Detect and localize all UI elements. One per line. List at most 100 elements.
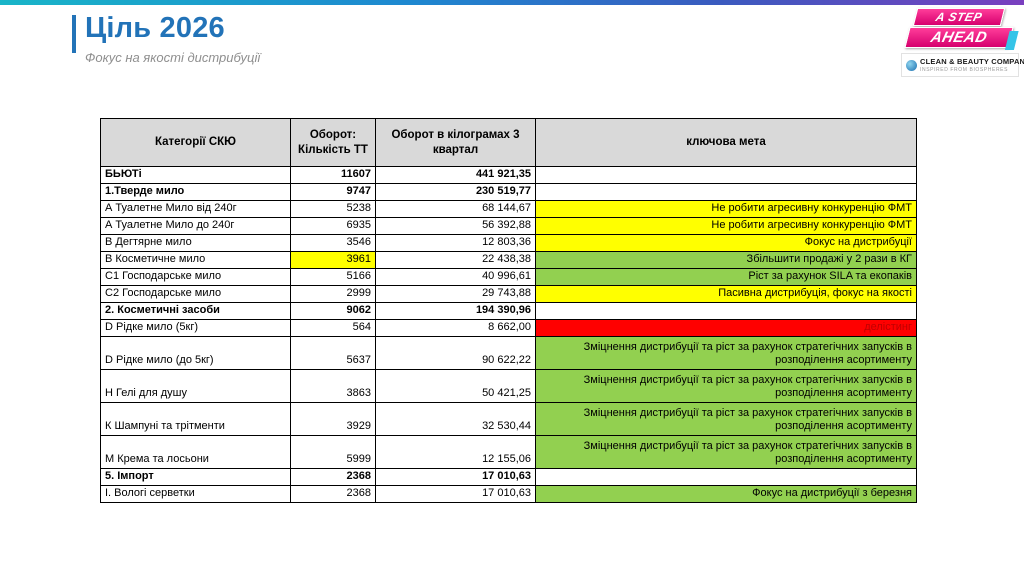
- goal-cell: [535, 302, 917, 320]
- goal-cell: Не робити агресивну конкуренцію ФМТ: [535, 217, 917, 235]
- category-cell: С2 Господарське мило: [100, 285, 291, 303]
- goal-cell: Зміцнення дистрибуції та ріст за рахунок…: [535, 336, 917, 370]
- tt-count-cell: 2368: [290, 485, 376, 503]
- goal-cell: [535, 183, 917, 201]
- company-emblem-icon: [906, 59, 917, 71]
- goal-cell: Пасивна дистрибуція, фокус на якості: [535, 285, 917, 303]
- kg-turnover-cell: 90 622,22: [375, 336, 536, 370]
- kg-turnover-cell: 56 392,88: [375, 217, 536, 235]
- tt-count-cell: 564: [290, 319, 376, 337]
- table-row: С1 Господарське мило 5166 40 996,61 Ріст…: [100, 268, 917, 286]
- goal-cell: Фокус на дистрибуції: [535, 234, 917, 252]
- table-row: 5. Імпорт 2368 17 010,63: [100, 468, 917, 486]
- category-cell: В Косметичне мило: [100, 251, 291, 269]
- tt-count-cell: 6935: [290, 217, 376, 235]
- tt-count-cell: 5166: [290, 268, 376, 286]
- table-header-row: Категорії СКЮ Оборот: Кількість ТТ Оборо…: [100, 118, 917, 167]
- tt-count-cell: 11607: [290, 166, 376, 184]
- logo-banner-top: A STEP: [912, 8, 1006, 26]
- category-cell: К Шампуні та трітменти: [100, 402, 291, 436]
- goal-cell: Збільшити продажі у 2 рази в КГ: [535, 251, 917, 269]
- category-cell: D Рідке мило (до 5кг): [100, 336, 291, 370]
- table-row: А Туалетне Мило від 240г 5238 68 144,67 …: [100, 200, 917, 218]
- tt-count-cell: 5999: [290, 435, 376, 469]
- table-row: І. Вологі серветки 2368 17 010,63 Фокус …: [100, 485, 917, 503]
- tt-count-cell: 2999: [290, 285, 376, 303]
- kg-turnover-cell: 17 010,63: [375, 485, 536, 503]
- header-category: Категорії СКЮ: [100, 118, 291, 167]
- company-card: CLEAN & BEAUTY COMPANY INSPIRED FROM BIO…: [901, 53, 1024, 77]
- table-row: С2 Господарське мило 2999 29 743,88 Паси…: [100, 285, 917, 303]
- table-row: 1.Тверде мило 9747 230 519,77: [100, 183, 917, 201]
- category-cell: І. Вологі серветки: [100, 485, 291, 503]
- logo-banner-bottom: AHEAD: [904, 27, 1014, 48]
- table-row: 2. Косметичні засоби 9062 194 390,96: [100, 302, 917, 320]
- company-logo: A STEP AHEAD CLEAN & BEAUTY COMPANY INSP…: [901, 8, 1024, 77]
- table-row: К Шампуні та трітменти 3929 32 530,44 Зм…: [100, 402, 917, 436]
- kg-turnover-cell: 12 155,06: [375, 435, 536, 469]
- kg-turnover-cell: 230 519,77: [375, 183, 536, 201]
- table-row: D Рідке мило (до 5кг) 5637 90 622,22 Змі…: [100, 336, 917, 370]
- kg-turnover-cell: 50 421,25: [375, 369, 536, 403]
- header-key-goal: ключова мета: [535, 118, 917, 167]
- kg-turnover-cell: 441 921,35: [375, 166, 536, 184]
- header-tt-count: Оборот: Кількість ТТ: [290, 118, 376, 167]
- company-name: CLEAN & BEAUTY COMPANY: [920, 57, 1024, 66]
- tt-count-cell: 2368: [290, 468, 376, 486]
- title-accent-bar: [72, 15, 76, 53]
- goal-cell: Зміцнення дистрибуції та ріст за рахунок…: [535, 402, 917, 436]
- kg-turnover-cell: 29 743,88: [375, 285, 536, 303]
- category-cell: В Дегтярне мило: [100, 234, 291, 252]
- category-cell: С1 Господарське мило: [100, 268, 291, 286]
- goal-cell: Фокус на дистрибуції з березня: [535, 485, 917, 503]
- category-cell: 5. Імпорт: [100, 468, 291, 486]
- goal-cell: Не робити агресивну конкуренцію ФМТ: [535, 200, 917, 218]
- page-subtitle: Фокус на якості дистрибуції: [85, 50, 261, 66]
- tt-count-cell: 5238: [290, 200, 376, 218]
- kg-turnover-cell: 32 530,44: [375, 402, 536, 436]
- targets-table: Категорії СКЮ Оборот: Кількість ТТ Оборо…: [100, 118, 917, 503]
- category-cell: БЬЮТі: [100, 166, 291, 184]
- slide-header: Ціль 2026 Фокус на якості дистрибуції: [72, 12, 260, 65]
- tt-count-cell: 3961: [290, 251, 376, 269]
- kg-turnover-cell: 12 803,36: [375, 234, 536, 252]
- goal-cell: Зміцнення дистрибуції та ріст за рахунок…: [535, 435, 917, 469]
- table-row: БЬЮТі 11607 441 921,35: [100, 166, 917, 184]
- tt-count-cell: 9747: [290, 183, 376, 201]
- table-row: В Дегтярне мило 3546 12 803,36 Фокус на …: [100, 234, 917, 252]
- goal-cell: Ріст за рахунок SILA та екопаків: [535, 268, 917, 286]
- tt-count-cell: 5637: [290, 336, 376, 370]
- header-kg-turnover: Оборот в кілограмах 3 квартал: [375, 118, 536, 167]
- category-cell: Н Гелі для душу: [100, 369, 291, 403]
- tt-count-cell: 9062: [290, 302, 376, 320]
- category-cell: 1.Тверде мило: [100, 183, 291, 201]
- kg-turnover-cell: 22 438,38: [375, 251, 536, 269]
- table-row: Н Гелі для душу 3863 50 421,25 Зміцнення…: [100, 369, 917, 403]
- tt-count-cell: 3863: [290, 369, 376, 403]
- table-row: D Рідке мило (5кг) 564 8 662,00 делістин…: [100, 319, 917, 337]
- goal-cell: [535, 166, 917, 184]
- kg-turnover-cell: 17 010,63: [375, 468, 536, 486]
- kg-turnover-cell: 68 144,67: [375, 200, 536, 218]
- logo-text-bottom: AHEAD: [928, 29, 990, 46]
- top-gradient-bar: [0, 0, 1024, 5]
- category-cell: А Туалетне Мило від 240г: [100, 200, 291, 218]
- tt-count-cell: 3929: [290, 402, 376, 436]
- table-row: М Крема та лосьони 5999 12 155,06 Зміцне…: [100, 435, 917, 469]
- table-row: В Косметичне мило 3961 22 438,38 Збільши…: [100, 251, 917, 269]
- goal-cell: [535, 468, 917, 486]
- kg-turnover-cell: 8 662,00: [375, 319, 536, 337]
- goal-cell: делістинг: [535, 319, 917, 337]
- category-cell: М Крема та лосьони: [100, 435, 291, 469]
- goal-cell: Зміцнення дистрибуції та ріст за рахунок…: [535, 369, 917, 403]
- category-cell: D Рідке мило (5кг): [100, 319, 291, 337]
- category-cell: А Туалетне Мило до 240г: [100, 217, 291, 235]
- kg-turnover-cell: 40 996,61: [375, 268, 536, 286]
- page-title: Ціль 2026: [85, 12, 225, 44]
- table-row: А Туалетне Мило до 240г 6935 56 392,88 Н…: [100, 217, 917, 235]
- tt-count-cell: 3546: [290, 234, 376, 252]
- category-cell: 2. Косметичні засоби: [100, 302, 291, 320]
- company-tagline: INSPIRED FROM BIOSPHERES: [920, 67, 1009, 73]
- logo-text-top: A STEP: [934, 10, 984, 24]
- kg-turnover-cell: 194 390,96: [375, 302, 536, 320]
